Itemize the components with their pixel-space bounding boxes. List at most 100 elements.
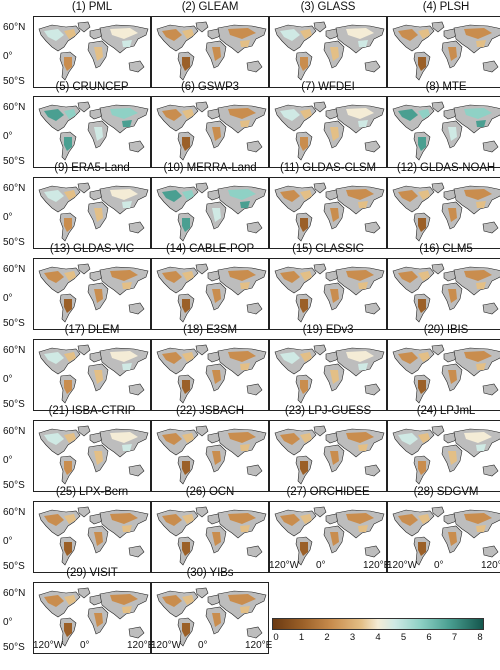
data-patch <box>418 271 430 281</box>
data-patch <box>330 208 339 222</box>
data-patch <box>162 433 182 445</box>
map-frame <box>33 258 151 330</box>
data-patch <box>300 542 308 556</box>
map-panel: (9) ERA5-Land <box>33 161 151 251</box>
data-patch <box>448 370 457 384</box>
data-patch <box>182 271 194 281</box>
australia-landmass <box>128 545 145 558</box>
latitude-label: 0° <box>3 455 13 466</box>
data-patch <box>300 461 308 475</box>
world-map <box>156 182 267 242</box>
longitude-label: 0° <box>316 560 326 571</box>
australia-landmass <box>128 464 145 477</box>
data-patch <box>464 432 492 443</box>
data-patch <box>476 40 486 47</box>
data-patch <box>212 208 221 222</box>
data-patch <box>330 47 339 61</box>
data-patch <box>228 189 256 200</box>
map-frame <box>33 420 151 492</box>
map-panel: (18) E3SM <box>151 323 269 413</box>
panel-title: (29) VISIT <box>66 567 118 579</box>
data-patch <box>448 208 457 222</box>
world-map <box>392 182 500 242</box>
panel-title: (15) CLASSIC <box>292 243 364 255</box>
world-map <box>156 263 267 323</box>
data-patch <box>94 451 103 465</box>
data-patch <box>300 109 312 119</box>
map-panel: (1) PML <box>33 0 151 90</box>
longitude-label: 120°E <box>363 560 391 571</box>
data-patch <box>64 271 76 281</box>
map-frame <box>387 258 500 330</box>
australia-landmass <box>246 302 263 315</box>
map-frame <box>151 582 269 654</box>
map-frame <box>151 501 269 573</box>
data-patch <box>418 218 426 232</box>
data-patch <box>240 120 250 127</box>
map-frame <box>33 96 151 168</box>
greenland-landmass <box>313 101 327 113</box>
data-patch <box>162 352 182 364</box>
panel-title: (28) SDGVM <box>413 486 479 498</box>
map-frame <box>387 96 500 168</box>
australia-landmass <box>128 626 145 639</box>
australia-landmass <box>364 302 381 315</box>
data-patch <box>418 29 430 39</box>
data-patch <box>64 595 76 605</box>
data-patch <box>64 218 72 232</box>
colorbar-gradient <box>272 618 484 630</box>
latitude-label: 60°N <box>3 507 26 518</box>
panel-title: (30) YIBs <box>186 567 234 579</box>
map-panel: (24) LPJmL <box>387 404 500 494</box>
greenland-landmass <box>195 263 209 275</box>
data-patch <box>448 451 457 465</box>
data-patch <box>64 109 76 119</box>
greenland-landmass <box>313 263 327 275</box>
data-patch <box>94 208 103 222</box>
panel-title: (7) WFDEI <box>301 81 355 93</box>
greenland-landmass <box>431 182 445 194</box>
greenland-landmass <box>195 182 209 194</box>
data-patch <box>448 127 457 141</box>
data-patch <box>398 29 418 41</box>
map-panel: (30) YIBs <box>151 566 269 656</box>
data-patch <box>212 613 221 627</box>
data-patch <box>280 514 300 526</box>
greenland-landmass <box>195 344 209 356</box>
data-patch <box>418 137 426 151</box>
australia-landmass <box>482 383 499 396</box>
data-patch <box>280 190 300 202</box>
map-panel: (12) GLDAS-NOAH <box>387 161 500 251</box>
data-patch <box>300 433 312 443</box>
data-patch <box>280 271 300 283</box>
map-panel: (10) MERRA-Land <box>151 161 269 251</box>
colorbar-tick-label: 4 <box>375 632 381 643</box>
world-map <box>392 425 500 485</box>
data-patch <box>300 29 312 39</box>
map-panel: (6) GSWP3 <box>151 80 269 170</box>
data-patch <box>476 201 486 208</box>
data-patch <box>398 190 418 202</box>
data-patch <box>182 109 194 119</box>
data-patch <box>44 514 64 526</box>
longitude-label: 120°E <box>481 560 500 571</box>
panel-title: (4) PLSH <box>422 1 470 13</box>
data-patch <box>240 363 250 370</box>
data-patch <box>122 606 132 613</box>
data-patch <box>182 595 194 605</box>
panel-title: (10) MERRA-Land <box>163 162 257 174</box>
data-patch <box>464 28 492 39</box>
panel-title: (17) DLEM <box>64 324 120 336</box>
data-patch <box>346 189 374 200</box>
data-patch <box>418 299 426 313</box>
greenland-landmass <box>195 425 209 437</box>
data-patch <box>464 513 492 524</box>
panel-title: (25) LPX-Bern <box>55 486 129 498</box>
longitude-label: 120°E <box>127 640 155 651</box>
latitude-label: 0° <box>3 51 13 62</box>
data-patch <box>64 29 76 39</box>
map-frame <box>387 420 500 492</box>
map-panel: (29) VISIT <box>33 566 151 656</box>
australia-landmass <box>128 302 145 315</box>
map-panel: (11) GLDAS-CLSM <box>269 161 387 251</box>
